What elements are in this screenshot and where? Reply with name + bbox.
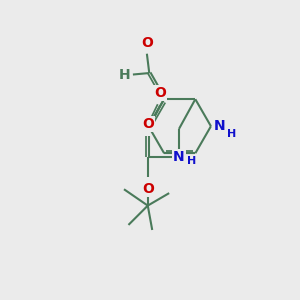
Text: O: O [142,117,154,131]
Text: N: N [214,119,226,133]
Text: O: O [141,36,153,50]
Text: H: H [187,156,196,166]
Text: N: N [173,150,185,164]
Text: H: H [227,129,236,139]
Text: H: H [118,68,130,82]
Text: O: O [154,86,166,100]
Text: O: O [142,182,154,196]
